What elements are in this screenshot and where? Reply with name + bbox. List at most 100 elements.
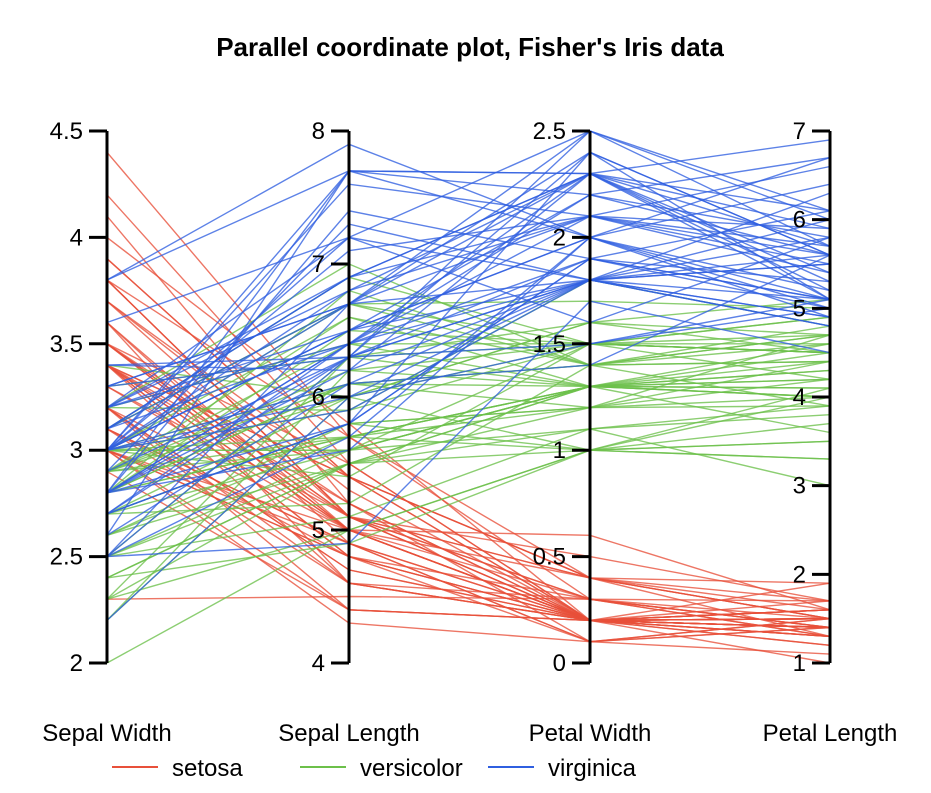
axis-title-sepal-length: Sepal Length bbox=[278, 720, 419, 747]
polyline-versicolor-48 bbox=[106, 369, 831, 473]
polyline-versicolor-38 bbox=[106, 356, 831, 600]
tick-label-petal-length-5: 6 bbox=[793, 207, 806, 234]
polyline-versicolor-41 bbox=[106, 360, 831, 536]
polyline-setosa-38 bbox=[106, 321, 831, 643]
polyline-setosa-19 bbox=[106, 279, 831, 602]
polyline-virginica-23 bbox=[106, 156, 831, 494]
tick-label-petal-width-0: 0 bbox=[553, 650, 566, 677]
tick-label-petal-length-3: 4 bbox=[793, 384, 806, 411]
polyline-virginica-20 bbox=[106, 307, 831, 621]
polyline-virginica-35 bbox=[106, 254, 831, 536]
polylines-layer bbox=[106, 130, 831, 664]
polyline-setosa-33 bbox=[106, 215, 831, 643]
tick-label-sepal-width-2: 3 bbox=[70, 437, 83, 464]
polyline-versicolor-9 bbox=[106, 316, 831, 473]
tick-label-petal-length-0: 1 bbox=[793, 650, 806, 677]
polyline-versicolor-20 bbox=[106, 405, 831, 558]
polyline-virginica-10 bbox=[106, 130, 831, 324]
tick-label-sepal-length-2: 6 bbox=[312, 384, 325, 411]
polyline-versicolor-30 bbox=[106, 436, 831, 536]
polyline-virginica-45 bbox=[106, 130, 831, 388]
polyline-virginica-3 bbox=[106, 215, 831, 451]
tick-label-sepal-length-0: 4 bbox=[312, 650, 325, 677]
tick-label-petal-width-1: 0.5 bbox=[533, 544, 566, 571]
polyline-virginica-46 bbox=[106, 172, 831, 451]
polyline-virginica-42 bbox=[106, 172, 831, 430]
axis-title-sepal-width: Sepal Width bbox=[42, 720, 171, 747]
polyline-setosa-27 bbox=[106, 364, 831, 611]
polyline-virginica-43 bbox=[106, 257, 831, 515]
polyline-versicolor-35 bbox=[106, 343, 831, 478]
tick-label-petal-width-3: 1.5 bbox=[533, 331, 566, 358]
polyline-setosa-47 bbox=[106, 279, 831, 622]
polyline-virginica-22 bbox=[106, 236, 831, 494]
tick-label-sepal-length-1: 5 bbox=[312, 517, 325, 544]
polyline-virginica-31 bbox=[106, 210, 831, 494]
tick-label-sepal-width-0: 2 bbox=[70, 650, 83, 677]
tick-label-sepal-length-4: 8 bbox=[312, 118, 325, 145]
polyline-virginica-48 bbox=[106, 236, 831, 451]
tick-label-petal-width-5: 2.5 bbox=[533, 118, 566, 145]
tick-label-petal-width-2: 1 bbox=[553, 437, 566, 464]
tick-label-petal-length-1: 2 bbox=[793, 561, 806, 588]
polyline-virginica-7 bbox=[106, 300, 831, 558]
axis-title-petal-width: Petal Width bbox=[529, 720, 652, 747]
polyline-versicolor-40 bbox=[106, 385, 831, 558]
polyline-versicolor-43 bbox=[106, 396, 831, 536]
tick-label-sepal-width-1: 2.5 bbox=[50, 544, 83, 571]
polyline-virginica-12 bbox=[106, 257, 831, 515]
polyline-virginica-38 bbox=[106, 263, 831, 430]
polyline-setosa-49 bbox=[106, 300, 831, 622]
polyline-setosa-42 bbox=[106, 595, 831, 638]
polyline-virginica-32 bbox=[106, 143, 831, 281]
axis-title-petal-length: Petal Length bbox=[763, 720, 898, 747]
polyline-versicolor-49 bbox=[106, 428, 831, 558]
polyline-setosa-44 bbox=[106, 343, 831, 611]
polyline-setosa-39 bbox=[106, 449, 831, 638]
polyline-versicolor-15 bbox=[106, 385, 831, 473]
polyline-virginica-49 bbox=[106, 172, 831, 372]
polyline-virginica-47 bbox=[106, 257, 831, 558]
polyline-virginica-44 bbox=[106, 172, 831, 409]
polyline-virginica-36 bbox=[106, 170, 831, 451]
polyline-versicolor-8 bbox=[106, 449, 831, 579]
polyline-setosa-24 bbox=[106, 385, 831, 602]
polyline-versicolor-44 bbox=[106, 449, 831, 600]
polyline-virginica-18 bbox=[106, 156, 831, 281]
polyline-virginica-28 bbox=[106, 279, 831, 451]
polyline-virginica-50 bbox=[106, 279, 831, 451]
polyline-virginica-33 bbox=[106, 194, 831, 494]
polyline-virginica-14 bbox=[106, 236, 831, 558]
polyline-virginica-6 bbox=[106, 165, 831, 451]
tick-label-petal-length-2: 3 bbox=[793, 473, 806, 500]
tick-label-petal-length-6: 7 bbox=[793, 118, 806, 145]
polyline-versicolor-50 bbox=[106, 385, 831, 494]
polyline-setosa-13 bbox=[106, 449, 831, 643]
polyline-versicolor-27 bbox=[106, 289, 831, 494]
tick-label-petal-width-4: 2 bbox=[553, 224, 566, 251]
tick-label-sepal-length-3: 7 bbox=[312, 251, 325, 278]
tick-label-sepal-width-5: 4.5 bbox=[50, 118, 83, 145]
polyline-versicolor-36 bbox=[106, 321, 831, 398]
polyline-virginica-34 bbox=[106, 298, 831, 494]
chart-title: Parallel coordinate plot, Fisher's Iris … bbox=[216, 32, 724, 62]
polyline-virginica-30 bbox=[106, 236, 831, 451]
legend-label-setosa: setosa bbox=[172, 755, 243, 782]
polyline-virginica-1 bbox=[106, 130, 831, 388]
legend: setosa versicolor virginica bbox=[112, 755, 637, 782]
polyline-setosa-15 bbox=[106, 236, 831, 646]
tick-label-petal-length-4: 5 bbox=[793, 295, 806, 322]
legend-label-virginica: virginica bbox=[548, 755, 637, 782]
polyline-versicolor-32 bbox=[106, 422, 831, 579]
polyline-virginica-26 bbox=[106, 219, 831, 409]
axes-layer: 2 2.5 3 3.5 4 4.5 Sepal Width 4 5 6 7 8 Sepal Length… bbox=[42, 118, 897, 747]
polyline-virginica-39 bbox=[106, 279, 831, 451]
polyline-virginica-15 bbox=[106, 151, 831, 494]
polyline-virginica-41 bbox=[106, 151, 831, 430]
tick-label-sepal-width-3: 3.5 bbox=[50, 331, 83, 358]
tick-label-sepal-width-4: 4 bbox=[70, 224, 83, 251]
polyline-versicolor-24 bbox=[106, 334, 831, 494]
polyline-virginica-13 bbox=[106, 215, 831, 451]
legend-label-versicolor: versicolor bbox=[360, 755, 463, 782]
